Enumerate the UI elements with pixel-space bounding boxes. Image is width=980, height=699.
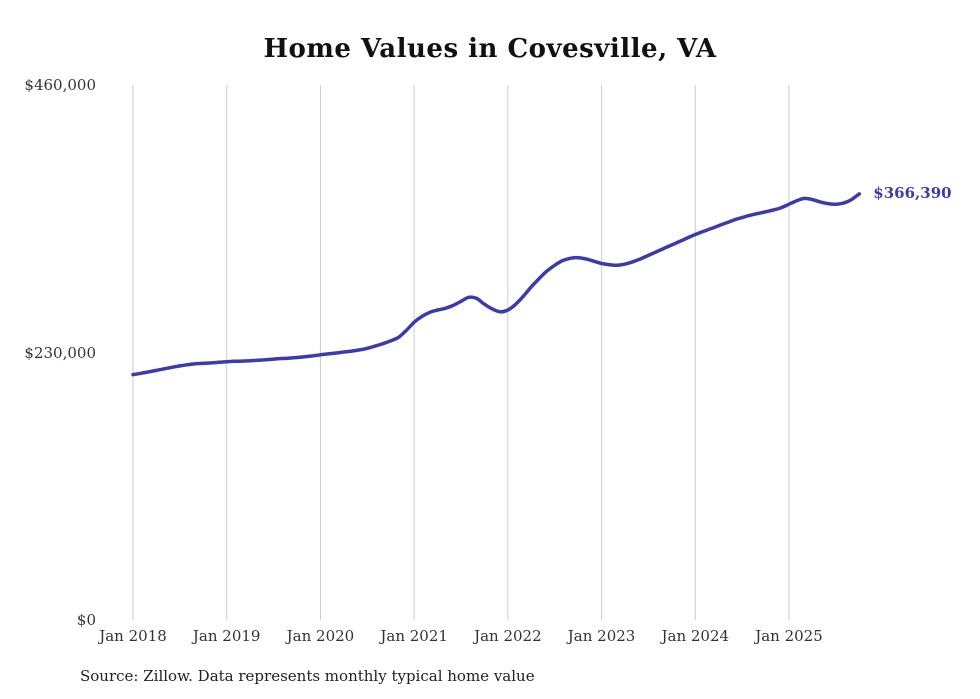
x-tick-label: Jan 2023 xyxy=(567,627,636,645)
source-note: Source: Zillow. Data represents monthly … xyxy=(80,667,535,685)
x-tick-label: Jan 2021 xyxy=(380,627,448,645)
chart-title: Home Values in Covesville, VA xyxy=(263,34,717,64)
y-tick-label: $460,000 xyxy=(24,76,96,94)
x-tick-label: Jan 2025 xyxy=(755,627,823,645)
y-tick-label: $230,000 xyxy=(24,343,96,362)
latest-value-label: $366,390 xyxy=(873,183,952,202)
x-tick-label: Jan 2024 xyxy=(661,627,730,645)
x-tick-label: Jan 2020 xyxy=(286,627,355,645)
x-tick-label: Jan 2019 xyxy=(192,627,261,645)
x-tick-label: Jan 2018 xyxy=(99,627,167,645)
home-value-line xyxy=(131,192,862,377)
x-tick-label: Jan 2022 xyxy=(474,627,542,645)
y-tick-label: $0 xyxy=(76,611,96,629)
